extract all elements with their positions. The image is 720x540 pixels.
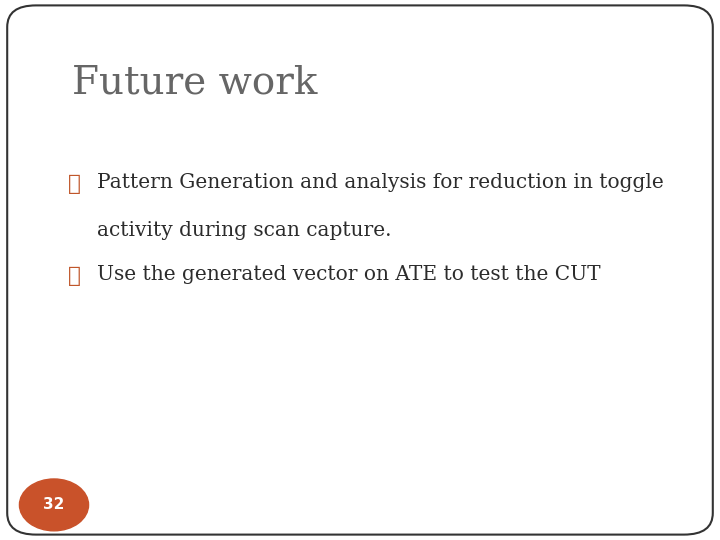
Text: activity during scan capture.: activity during scan capture. <box>97 221 392 240</box>
FancyBboxPatch shape <box>7 5 713 535</box>
Text: ♻: ♻ <box>68 173 81 195</box>
Text: Pattern Generation and analysis for reduction in toggle: Pattern Generation and analysis for redu… <box>97 173 664 192</box>
Text: ♻: ♻ <box>68 265 81 287</box>
Text: Use the generated vector on ATE to test the CUT: Use the generated vector on ATE to test … <box>97 265 600 284</box>
Text: Future work: Future work <box>72 65 318 102</box>
Circle shape <box>19 479 89 531</box>
Text: 32: 32 <box>43 497 65 512</box>
